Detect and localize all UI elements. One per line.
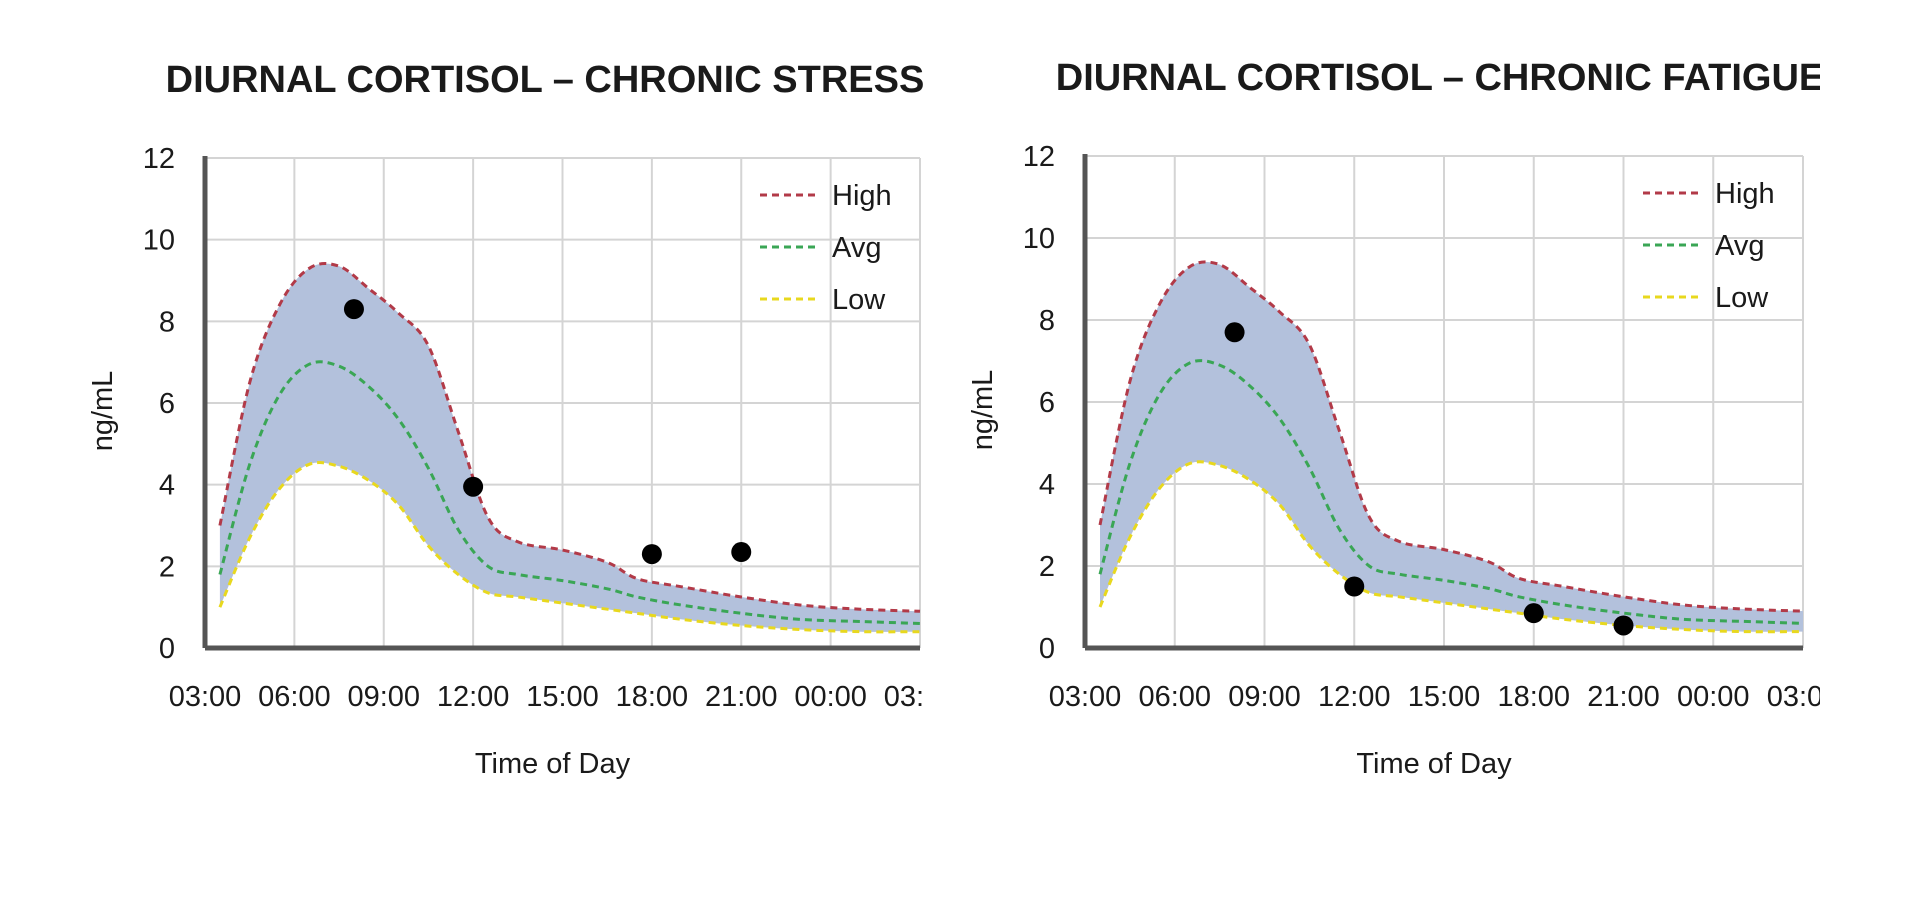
chart-title: DIURNAL CORTISOL – CHRONIC FATIGUE	[1056, 57, 1820, 99]
legend: High Avg Low	[1643, 178, 1775, 314]
x-tick-label: 03:00	[884, 681, 940, 713]
series-line-high	[1098, 260, 1804, 613]
chart-svg: DIURNAL CORTISOL – CHRONIC FATIGUE 0 2 4 6 8 1…	[967, 57, 1820, 780]
x-tick-label: 21:00	[1587, 681, 1660, 713]
x-tick-label: 00:00	[794, 681, 867, 713]
x-tick-label: 12:00	[1318, 681, 1391, 713]
x-axis-label: Time of Day	[1356, 748, 1512, 780]
reference-band	[1100, 261, 1803, 632]
y-tick-label: 4	[1039, 469, 1055, 501]
legend-label-high: High	[1715, 178, 1775, 210]
data-point	[731, 542, 752, 563]
x-tick-label: 15:00	[1408, 681, 1481, 713]
data-point	[343, 299, 364, 320]
x-tick-label: 00:00	[1677, 681, 1750, 713]
x-tick-label: 15:00	[526, 681, 599, 713]
y-tick-labels: 0 2 4 6 8 10 12	[143, 143, 175, 665]
x-tick-label: 12:00	[437, 681, 510, 713]
data-point	[463, 476, 484, 497]
y-tick-label: 10	[1023, 223, 1055, 255]
series-line-low	[218, 461, 921, 634]
x-tick-label: 09:00	[347, 681, 420, 713]
chart-svg: DIURNAL CORTISOL – CHRONIC STRESS 0 2 4 6 8 10…	[87, 59, 940, 780]
y-tick-label: 6	[159, 388, 175, 420]
chart-title: DIURNAL CORTISOL – CHRONIC STRESS	[166, 59, 925, 101]
chart-chronic-fatigue: DIURNAL CORTISOL – CHRONIC FATIGUE 0 2 4 6 8 1…	[880, 0, 1820, 900]
y-axis-label: ng/mL	[87, 371, 119, 452]
data-point	[1523, 603, 1544, 624]
data-point	[1344, 576, 1365, 597]
data-point	[1613, 615, 1634, 636]
data-points	[343, 299, 752, 565]
y-tick-label: 0	[159, 633, 175, 665]
data-point	[641, 544, 662, 565]
legend-label-low: Low	[1715, 282, 1769, 314]
y-tick-label: 8	[159, 306, 175, 338]
data-points	[1224, 322, 1634, 636]
legend-label-high: High	[832, 180, 892, 212]
y-tick-label: 12	[1023, 141, 1055, 173]
reference-band	[219, 263, 920, 632]
series-line-high	[218, 262, 921, 613]
y-tick-label: 10	[143, 225, 175, 257]
y-tick-label: 0	[1039, 633, 1055, 665]
x-tick-label: 06:00	[258, 681, 331, 713]
x-tick-label: 21:00	[705, 681, 778, 713]
y-tick-labels: 0 2 4 6 8 10 12	[1023, 141, 1055, 665]
legend-label-avg: Avg	[1715, 230, 1764, 262]
chart-chronic-stress: DIURNAL CORTISOL – CHRONIC STRESS 0 2 4 6 8 10…	[0, 0, 940, 900]
series-line-avg	[218, 360, 921, 625]
x-tick-label: 09:00	[1228, 681, 1301, 713]
y-tick-label: 4	[159, 470, 175, 502]
y-tick-label: 6	[1039, 387, 1055, 419]
y-tick-label: 8	[1039, 305, 1055, 337]
legend-label-low: Low	[832, 284, 886, 316]
x-tick-label: 03:00	[1049, 681, 1122, 713]
legend-label-avg: Avg	[832, 232, 881, 264]
series-lines	[218, 262, 921, 634]
series-lines	[1098, 260, 1804, 634]
x-tick-label: 06:00	[1138, 681, 1211, 713]
series-line-low	[1098, 460, 1804, 634]
legend: High Avg Low	[760, 180, 892, 316]
data-point	[1224, 322, 1245, 343]
y-tick-label: 12	[143, 143, 175, 175]
y-axis-label: ng/mL	[967, 370, 999, 451]
x-tick-label: 18:00	[616, 681, 689, 713]
x-tick-label: 18:00	[1497, 681, 1570, 713]
x-tick-label: 03:00	[169, 681, 242, 713]
x-axis-label: Time of Day	[475, 748, 631, 780]
x-tick-labels: 03:00 06:00 09:00 12:00 15:00 18:00 21:00 00:00…	[169, 681, 940, 713]
y-tick-label: 2	[1039, 551, 1055, 583]
x-tick-labels: 03:00 06:00 09:00 12:00 15:00 18:00 21:00 00:00…	[1049, 681, 1820, 713]
y-tick-label: 2	[159, 551, 175, 583]
x-tick-label: 03:00	[1767, 681, 1820, 713]
